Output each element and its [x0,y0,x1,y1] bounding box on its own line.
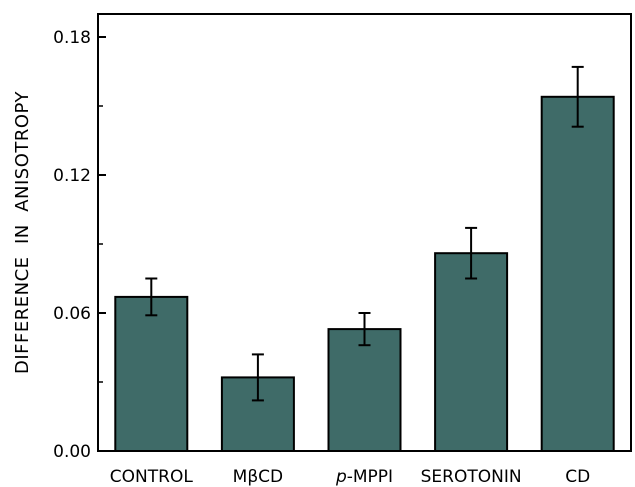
error-bars-group [145,65,584,402]
y-axis-title: DIFFERENCE IN ANISOTROPY [12,90,33,374]
x-category-label: CONTROL [110,467,194,487]
y-tick-label: 0.18 [53,28,91,48]
y-tick-label: 0.00 [53,442,91,462]
y-axis-ticks: 0.00 0.06 0.12 0.18 [53,28,106,462]
bar [327,328,402,453]
bar [540,95,615,453]
plot-frame [97,13,632,452]
bar [434,252,509,452]
y-tick-label: 0.06 [53,304,91,324]
bar [114,295,189,452]
x-category-label: CD [565,467,590,487]
x-category-label: MβCD [233,467,283,487]
y-tick-label: 0.12 [53,166,91,186]
x-category-label: SEROTONIN [421,467,522,487]
x-category-label: p-MPPI [335,467,393,487]
x-axis-labels: CONTROL MβCD p-MPPI SEROTONIN CD [110,467,590,487]
bars-group [114,95,615,453]
